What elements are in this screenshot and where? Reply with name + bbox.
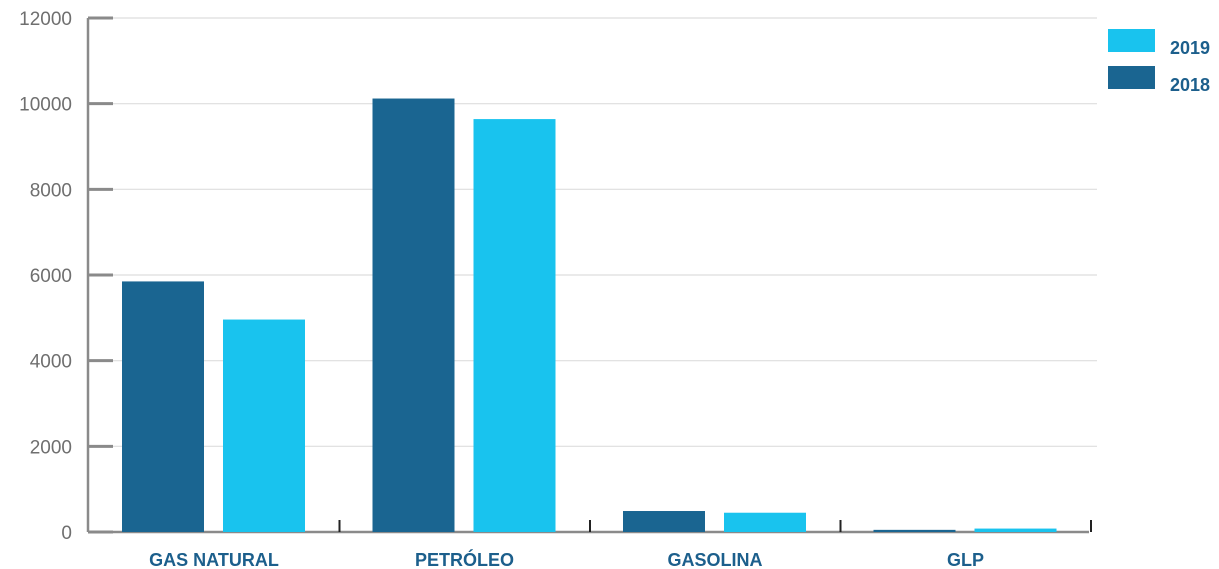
y-tick-label-12000: 12000 [19, 9, 72, 30]
y-tick-label-10000: 10000 [19, 95, 72, 116]
y-tick-label-6000: 6000 [30, 266, 72, 287]
bars [122, 98, 1057, 532]
bar-glp-2018 [873, 529, 956, 532]
y-tick-label-4000: 4000 [30, 352, 72, 373]
y-tick-label-8000: 8000 [30, 180, 72, 201]
bar-petróleo-2018 [372, 98, 455, 532]
x-tick-label-0: GAS NATURAL [149, 550, 279, 569]
legend-label-2018: 2018 [1170, 75, 1210, 95]
x-tick-label-3: GLP [947, 550, 984, 569]
legend-swatch-2019 [1108, 29, 1155, 52]
bar-gas-natural-2019 [223, 319, 305, 532]
y-tick-label-2000: 2000 [30, 437, 72, 458]
y-tick-label-0: 0 [61, 523, 72, 544]
bar-glp-2019 [974, 528, 1057, 532]
bar-petróleo-2019 [473, 119, 556, 532]
legend: 2019 2018 [1108, 29, 1210, 95]
x-tick-label-2: GASOLINA [667, 550, 762, 569]
bar-gas-natural-2018 [122, 281, 204, 532]
y-tick-labels: 0 2000 4000 6000 8000 10000 12000 [19, 9, 72, 544]
x-tick-label-1: PETRÓLEO [415, 549, 514, 569]
bar-gasolina-2018 [623, 511, 705, 532]
legend-swatch-2018 [1108, 66, 1155, 89]
bar-gasolina-2019 [724, 512, 806, 532]
legend-label-2019: 2019 [1170, 38, 1210, 58]
x-tick-labels: GAS NATURAL PETRÓLEO GASOLINA GLP [149, 549, 984, 569]
